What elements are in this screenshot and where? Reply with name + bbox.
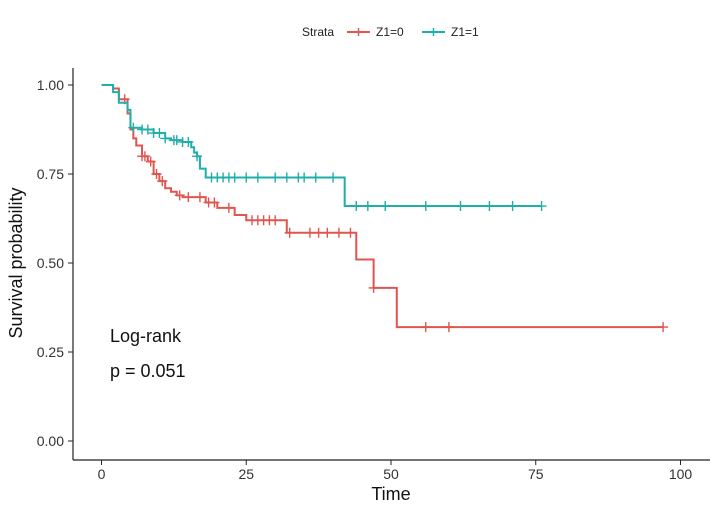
censor-mark (281, 172, 292, 183)
censor-mark (183, 136, 194, 147)
censor-mark (443, 322, 454, 333)
censor-mark (229, 172, 240, 183)
censor-mark (420, 201, 431, 212)
censor-mark (194, 192, 205, 203)
censor-mark (322, 227, 333, 238)
censor-mark (304, 227, 315, 238)
series-layer (101, 84, 669, 333)
censor-mark (174, 190, 185, 201)
censor-mark (328, 172, 339, 183)
censor-mark (507, 201, 518, 212)
x-axis-label: Time (371, 484, 410, 504)
censor-mark (310, 172, 321, 183)
censor-mark (192, 151, 203, 162)
censor-mark (139, 151, 150, 162)
censor-mark (142, 124, 153, 135)
y-tick-label: 0.25 (37, 344, 64, 360)
censor-mark (333, 227, 344, 238)
censor-mark (223, 202, 234, 213)
censor-mark (484, 201, 495, 212)
censor-mark (362, 201, 373, 212)
censor-mark (658, 322, 669, 333)
legend-title: Strata (302, 25, 334, 39)
y-tick-label: 0.75 (37, 166, 64, 182)
censor-mark (270, 172, 281, 183)
censor-mark (536, 201, 547, 212)
legend-label-z1-1: Z1=1 (451, 25, 479, 39)
censor-mark (284, 227, 295, 238)
censor-mark (345, 227, 356, 238)
x-tick-label: 50 (383, 466, 399, 482)
x-tick-label: 0 (98, 466, 106, 482)
censor-mark (241, 172, 252, 183)
censor-mark (157, 176, 168, 187)
censor-mark (299, 172, 310, 183)
censor-mark (313, 227, 324, 238)
legend-label-z1-0: Z1=0 (376, 25, 404, 39)
x-tick-label: 75 (528, 466, 544, 482)
censor-mark (151, 169, 162, 179)
censor-mark (183, 192, 194, 203)
censor-mark (252, 172, 263, 183)
x-tick-label: 25 (238, 466, 254, 482)
y-tick-label: 0.50 (37, 255, 64, 271)
censor-mark (351, 201, 362, 212)
y-axis-label: Survival probability (6, 187, 26, 338)
axis-ticks: 0 25 50 75 100 0.00 0.25 0.50 0.75 1.00 (37, 77, 693, 482)
censor-mark (154, 128, 165, 139)
censor-mark (128, 122, 139, 133)
x-tick-label: 100 (669, 466, 693, 482)
censor-mark (209, 197, 220, 208)
y-tick-label: 1.00 (37, 77, 64, 93)
test-annotation: Log-rank (110, 326, 182, 346)
legend: Strata Z1=0 Z1=1 (302, 25, 479, 39)
censor-mark (160, 133, 171, 144)
censor-mark (420, 322, 431, 333)
censor-mark (380, 201, 391, 212)
y-tick-label: 0.00 (37, 433, 64, 449)
series-line-z1-1 (101, 84, 542, 208)
censor-mark (171, 135, 182, 146)
censor-mark (270, 215, 281, 226)
censor-mark (145, 156, 156, 167)
pvalue-annotation: p = 0.051 (110, 361, 186, 381)
censor-mark (455, 201, 466, 212)
censor-mark (368, 282, 379, 293)
